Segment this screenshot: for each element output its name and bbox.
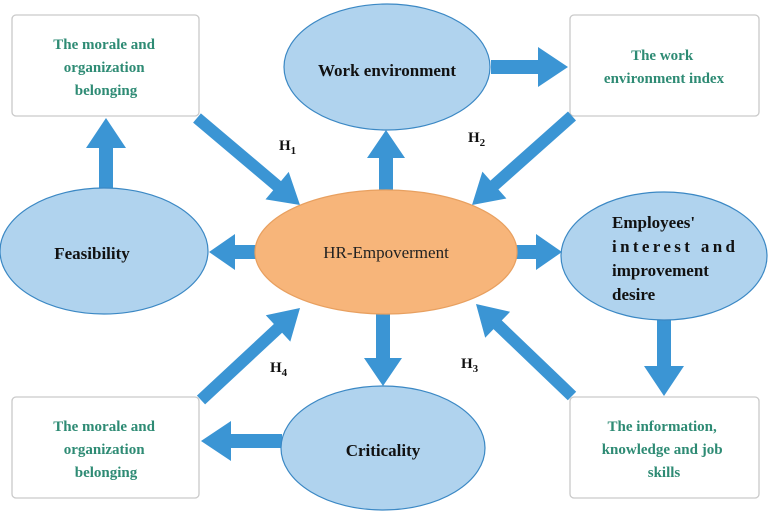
box-bottom-left-line-1: The morale and — [53, 419, 155, 435]
node-work-environment-label: Work environment — [318, 61, 456, 80]
hypothesis-h2: H2 — [468, 130, 486, 149]
hypothesis-h4: H4 — [270, 360, 288, 379]
node-employees-interest-line-1: Employees' — [612, 213, 695, 232]
node-feasibility-label: Feasibility — [54, 244, 130, 263]
arrow-h1-morale-to-center — [193, 113, 300, 205]
box-bottom-left-line-2: organization — [64, 442, 145, 458]
box-top-left-line-2: organization — [64, 60, 145, 76]
arrow-center-to-feasibility — [209, 234, 258, 270]
node-criticality: Criticality — [280, 385, 486, 511]
box-bottom-right-line-3: skills — [648, 465, 681, 481]
node-criticality-label: Criticality — [346, 441, 421, 460]
node-employees-interest-line-2: interest and — [612, 237, 736, 256]
arrows-layer — [86, 47, 684, 461]
box-bottom-right-line-1: The information, — [608, 419, 717, 435]
arrow-h3-information-to-center — [476, 304, 577, 401]
svg-text:The work environment ind: The work environment index — [604, 48, 725, 87]
node-employees-interest-line-4: desire — [612, 285, 656, 304]
box-bottom-left-line-3: belonging — [75, 465, 138, 481]
box-top-right-line-2: environment index — [604, 71, 725, 87]
box-top-left-line-1: The morale and — [53, 37, 155, 53]
svg-text:The information, knowled: The information, knowledge and job skill… — [602, 419, 727, 481]
center-label: HR-Empoverment — [323, 243, 449, 262]
box-bottom-right: The information, knowledge and job skill… — [569, 396, 760, 499]
arrow-center-to-work-environment — [367, 130, 405, 191]
arrow-h4-morale-to-center — [196, 308, 300, 405]
node-feasibility: Feasibility — [0, 187, 209, 315]
node-work-environment: Work environment — [283, 3, 491, 131]
box-top-left-line-3: belonging — [75, 83, 138, 99]
arrow-center-to-criticality — [364, 314, 402, 386]
svg-text:The morale and organizat: The morale and organization belonging — [53, 37, 158, 99]
arrow-criticality-to-morale-box — [201, 421, 282, 461]
box-bottom-right-line-2: knowledge and job — [602, 442, 723, 458]
node-employees-interest: Employees' interest and improvement desi… — [560, 191, 768, 321]
svg-text:Employees' interest and: Employees' interest and improvement desi… — [612, 213, 743, 304]
arrow-center-to-employees-interest — [515, 234, 562, 270]
arrow-feasibility-to-morale-box — [86, 118, 126, 190]
hypothesis-h1: H1 — [279, 138, 296, 157]
node-hr-empowerment: HR-Empoverment — [254, 189, 518, 315]
arrow-h2-index-to-center — [472, 111, 576, 205]
arrow-employees-interest-to-information-box — [644, 320, 684, 396]
svg-text:The morale and organizat: The morale and organization belonging — [53, 419, 158, 481]
node-employees-interest-line-3: improvement — [612, 261, 709, 280]
box-top-right: The work environment index — [569, 14, 760, 117]
box-bottom-left: The morale and organization belonging — [11, 396, 200, 499]
arrow-work-environment-to-index-box — [491, 47, 568, 87]
box-top-right-line-1: The work — [631, 48, 694, 64]
box-top-left: The morale and organization belonging — [11, 14, 200, 117]
hypothesis-h3: H3 — [461, 356, 479, 375]
